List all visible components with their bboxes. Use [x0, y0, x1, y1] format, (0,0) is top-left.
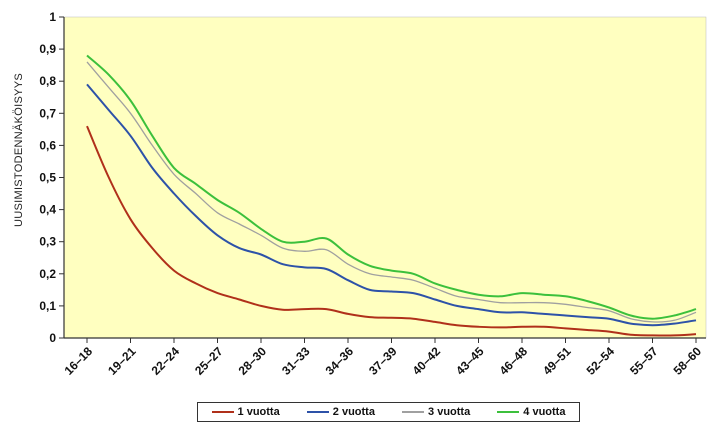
y-axis-label: UUSIMISTODENNÄKÖISYYS — [13, 73, 25, 227]
x-tick-label: 31–33 — [279, 344, 313, 378]
legend-item-3: 3 vuotta — [402, 406, 470, 418]
y-tick-label: 0,6 — [39, 138, 56, 152]
x-tick-label: 16–18 — [62, 344, 96, 378]
series-lines — [86, 54, 697, 337]
legend-label: 2 vuotta — [332, 406, 375, 418]
legend-swatch — [402, 411, 425, 413]
legend: 1 vuotta 2 vuotta 3 vuotta 4 vuotta — [197, 402, 580, 422]
y-tick-label: 0,9 — [39, 42, 56, 56]
x-axis-ticks: 16–18 19–21 22–24 25–27 28–30 31–33 34–36 37–39… — [62, 338, 705, 378]
legend-label: 3 vuotta — [428, 406, 471, 418]
x-tick-label: 22–24 — [149, 344, 183, 378]
x-tick-label: 28–30 — [236, 344, 270, 378]
y-tick-label: 0,1 — [39, 299, 56, 313]
x-tick-label: 43–45 — [453, 344, 487, 378]
x-tick-label: 52–54 — [584, 344, 618, 378]
series-line-4 — [86, 54, 697, 320]
x-tick-label: 58–60 — [671, 344, 705, 378]
x-tick-label: 34–36 — [323, 344, 357, 378]
y-tick-label: 0,2 — [39, 267, 56, 281]
x-tick-label: 40–42 — [410, 344, 444, 378]
series-line-3 — [86, 61, 697, 323]
y-tick-label: 0,3 — [39, 235, 56, 249]
y-tick-label: 1 — [49, 10, 56, 24]
y-tick-label: 0,8 — [39, 74, 56, 88]
legend-item-2: 2 vuotta — [306, 406, 375, 418]
x-tick-label: 25–27 — [192, 344, 226, 378]
legend-label: 4 vuotta — [523, 406, 566, 418]
y-axis-ticks: 0 0,1 0,2 0,3 0,4 0,5 0,6 0,7 0,8 0,9 1 — [39, 10, 64, 345]
plot-area — [63, 16, 707, 339]
y-tick-label: 0 — [49, 331, 56, 345]
y-tick-label: 0,4 — [39, 203, 56, 217]
series-line-1 — [86, 125, 697, 337]
x-tick-label: 37–39 — [366, 344, 400, 378]
y-tick-label: 0,7 — [39, 106, 56, 120]
x-tick-label: 55–57 — [627, 344, 661, 378]
legend-item-4: 4 vuotta — [497, 406, 565, 418]
legend-label: 1 vuotta — [237, 406, 280, 418]
x-tick-label: 46–48 — [497, 344, 531, 378]
legend-swatch — [306, 411, 329, 413]
legend-item-1: 1 vuotta — [211, 406, 280, 418]
x-tick-label: 19–21 — [105, 344, 139, 378]
y-tick-label: 0,5 — [39, 171, 56, 185]
legend-swatch — [211, 411, 234, 413]
legend-swatch — [497, 411, 520, 413]
x-tick-label: 49–51 — [540, 344, 574, 378]
series-line-2 — [86, 83, 697, 327]
